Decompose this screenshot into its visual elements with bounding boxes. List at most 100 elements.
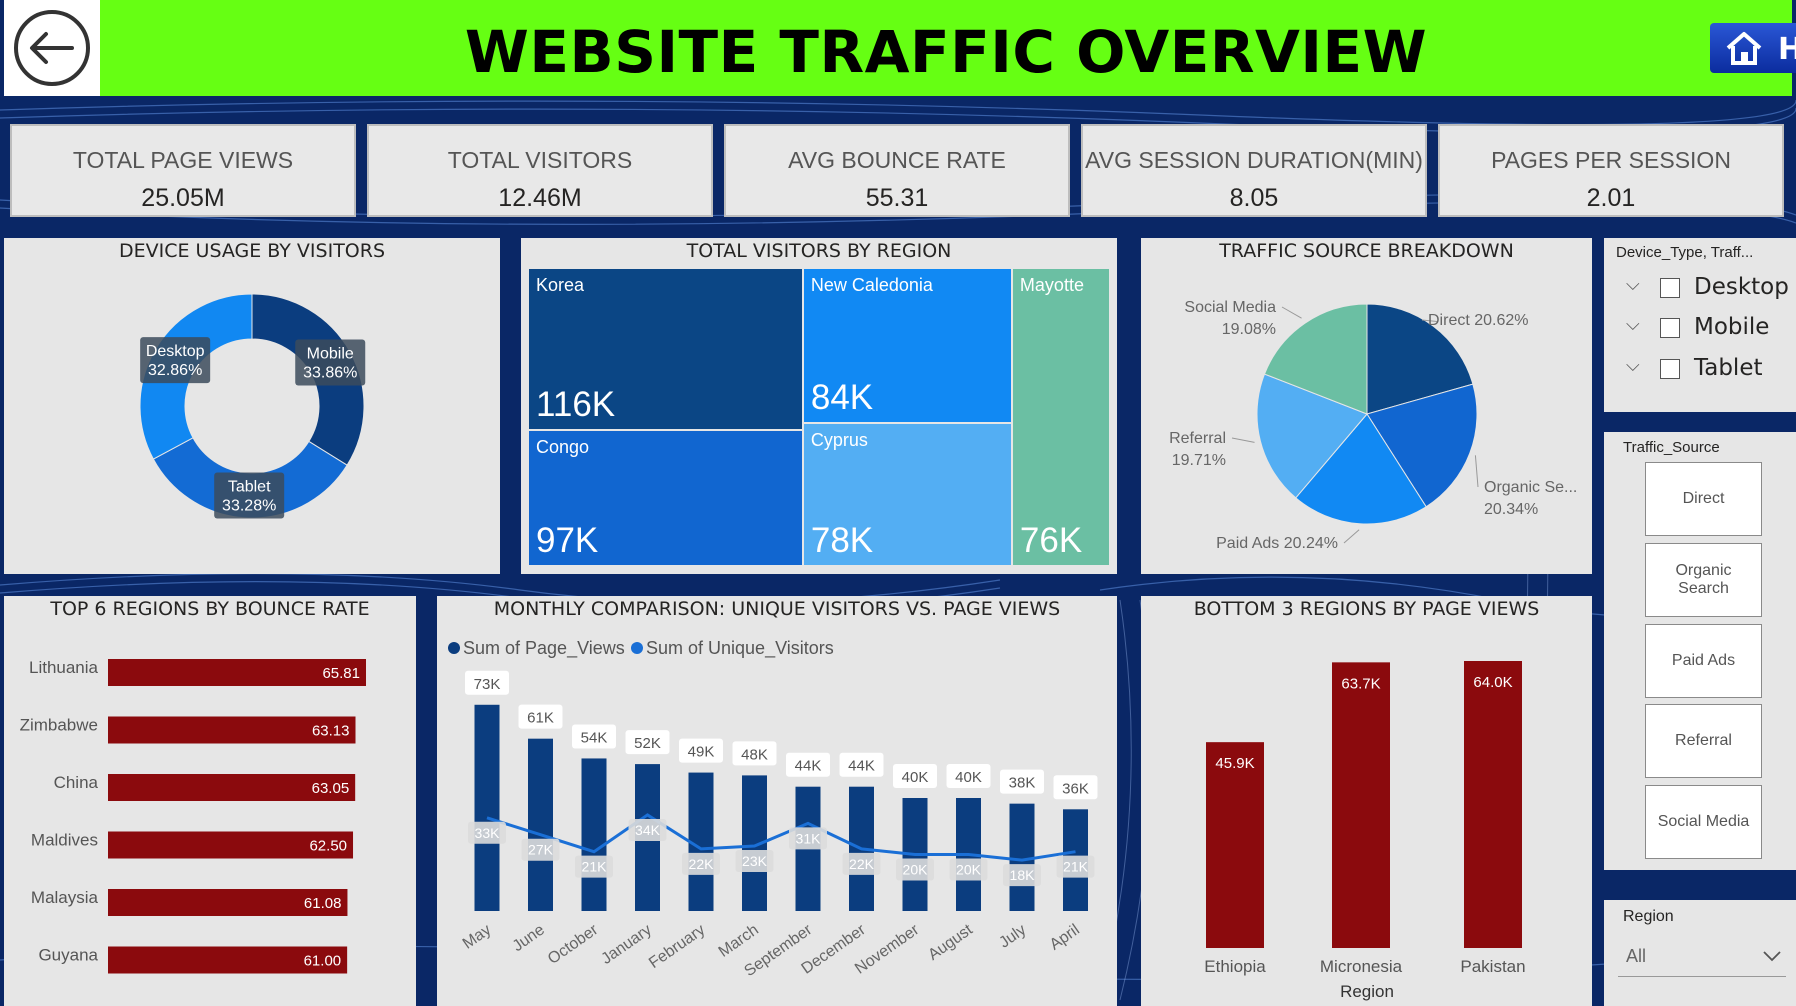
svg-text:22K: 22K <box>849 856 875 872</box>
kpi-value: 8.05 <box>1229 184 1279 212</box>
treemap-cell-cyprus[interactable]: Cyprus 78K <box>802 422 1012 566</box>
svg-text:Sum of Page_Views: Sum of Page_Views <box>463 638 625 659</box>
slicer-item-label: Desktop <box>1694 274 1789 300</box>
bar-june[interactable] <box>528 738 553 911</box>
chart-title: TRAFFIC SOURCE BREAKDOWN <box>1219 240 1514 262</box>
checkbox[interactable] <box>1660 278 1680 298</box>
line-data-label: 20K <box>896 858 934 881</box>
kpi-value: 25.05M <box>141 184 225 212</box>
tile-label: Social Media <box>1657 813 1750 830</box>
data-label: 65.81 <box>322 665 360 682</box>
svg-text:34K: 34K <box>635 822 661 838</box>
page-title: WEBSITE TRAFFIC OVERVIEW <box>464 18 1428 86</box>
bar-data-label: 48K <box>732 741 777 766</box>
svg-text:Organic Se...: Organic Se... <box>1484 479 1577 496</box>
treemap-cell-label: Cyprus <box>810 429 868 450</box>
svg-text:21K: 21K <box>1063 859 1089 875</box>
svg-text:54K: 54K <box>581 729 608 746</box>
bar-maldives[interactable] <box>108 831 354 859</box>
svg-text:Sum of Unique_Visitors: Sum of Unique_Visitors <box>646 638 834 659</box>
svg-text:44K: 44K <box>848 758 875 775</box>
kpi-label: TOTAL PAGE VIEWS <box>72 147 294 173</box>
bar-lithuania[interactable] <box>108 659 366 686</box>
svg-text:27K: 27K <box>528 842 554 858</box>
svg-text:31K: 31K <box>796 830 822 846</box>
line-data-label: 23K <box>735 850 774 873</box>
svg-text:22K: 22K <box>689 856 715 872</box>
back-arrow-icon <box>14 10 90 86</box>
bar-may[interactable] <box>474 704 500 911</box>
chevron-down-icon[interactable]: ⌵ <box>1626 355 1640 376</box>
tile-organic-search[interactable]: Organic Search <box>1645 543 1762 617</box>
bar-guyana[interactable] <box>108 946 348 974</box>
bar-data-label: 40K <box>893 764 937 788</box>
line-data-label: 33K <box>468 821 506 844</box>
treemap-cell-label: Korea <box>536 275 585 295</box>
back-button[interactable] <box>4 0 100 96</box>
tile-direct[interactable]: Direct <box>1645 462 1762 536</box>
bar-malaysia[interactable] <box>108 889 348 916</box>
treemap-cell-mayotte[interactable]: Mayotte 76K <box>1011 268 1110 566</box>
tile-referral[interactable]: Referral <box>1645 704 1762 778</box>
bar-micronesia[interactable] <box>1332 662 1390 948</box>
unique-visitors-line[interactable] <box>486 813 1076 862</box>
bar-china[interactable] <box>108 774 356 801</box>
traffic-source-panel: TRAFFIC SOURCE BREAKDOWN Direct 20.62% Or… <box>1141 238 1592 574</box>
chart-title: BOTTOM 3 REGIONS BY PAGE VIEWS <box>1193 598 1540 620</box>
chevron-down-icon[interactable]: ⌵ <box>1626 314 1640 335</box>
region-treemap: Korea 116K Congo 97K New Caledonia 84K Cyprus 7… <box>528 268 1110 566</box>
category-label: Pakistan <box>1460 957 1525 976</box>
pie-slice-paid-ads[interactable] <box>1295 413 1427 525</box>
svg-text:19.71%: 19.71% <box>1172 452 1226 469</box>
tile-paid-ads[interactable]: Paid Ads <box>1645 624 1762 698</box>
bar-data-label: 73K <box>465 670 509 695</box>
home-button[interactable]: HOME <box>1710 23 1796 73</box>
bar-pakistan[interactable] <box>1464 661 1522 948</box>
category-label: Micronesia <box>1320 957 1403 976</box>
svg-text:40K: 40K <box>955 769 982 786</box>
svg-text:19.08%: 19.08% <box>1222 321 1276 338</box>
checkbox[interactable] <box>1660 359 1680 379</box>
treemap-cell-korea[interactable]: Korea 116K <box>528 268 803 431</box>
tile-social-media[interactable]: Social Media <box>1645 785 1762 859</box>
pie-slice-direct[interactable] <box>1366 303 1474 415</box>
data-label: 61.00 <box>304 953 342 970</box>
month-tick-label: February <box>646 921 708 972</box>
chart-title: TOP 6 REGIONS BY BOUNCE RATE <box>50 598 370 620</box>
data-label: 63.05 <box>312 780 350 797</box>
bar-data-label: 54K <box>572 724 616 749</box>
checkbox[interactable] <box>1660 318 1680 338</box>
treemap-cell-congo[interactable]: Congo 97K <box>528 430 803 566</box>
line-data-label: 22K <box>842 852 881 875</box>
svg-text:Tablet: Tablet <box>228 478 271 495</box>
kpi-label: TOTAL VISITORS <box>447 147 633 173</box>
bounce-rate-bar-chart: Lithuania 65.81 Zimbabwe 63.13 China 63.05 Mal… <box>20 658 366 974</box>
line-data-label: 34K <box>628 818 667 841</box>
month-tick-label: June <box>510 921 548 955</box>
region-dropdown[interactable]: All <box>1618 936 1786 977</box>
category-label: Zimbabwe <box>20 716 98 735</box>
chart-legend: Sum of Page_Views Sum of Unique_Visitors <box>448 638 834 659</box>
treemap-cell-new-caledonia[interactable]: New Caledonia 84K <box>802 268 1012 423</box>
device-donut-chart: Mobile 33.86% Tablet 33.28% Desktop 32.86% <box>139 293 366 519</box>
slicer-title: Device_Type, Traff... <box>1616 244 1754 261</box>
pie-slice-organic-se-[interactable] <box>1366 383 1478 508</box>
bar-february[interactable] <box>688 772 714 911</box>
bar-zimbabwe[interactable] <box>108 716 356 744</box>
data-label: 64.0K <box>1473 674 1512 691</box>
pie-slice-referral[interactable] <box>1256 373 1368 499</box>
donut-label-tablet: Tablet 33.28% <box>214 472 285 519</box>
svg-text:23K: 23K <box>742 853 768 869</box>
chevron-down-icon[interactable] <box>1762 950 1782 962</box>
line-data-label: 31K <box>789 827 827 850</box>
bar-data-label: 36K <box>1053 775 1098 800</box>
category-label: Guyana <box>38 946 98 965</box>
chevron-down-icon[interactable]: ⌵ <box>1626 274 1640 295</box>
svg-text:20.34%: 20.34% <box>1484 501 1538 518</box>
pie-slice-social-media[interactable] <box>1263 303 1368 415</box>
month-tick-label: August <box>925 921 976 964</box>
bar-ethiopia[interactable] <box>1206 742 1264 948</box>
svg-text:Desktop: Desktop <box>146 343 205 360</box>
bar-october[interactable] <box>581 758 607 911</box>
donut-slice-desktop[interactable] <box>139 293 253 460</box>
